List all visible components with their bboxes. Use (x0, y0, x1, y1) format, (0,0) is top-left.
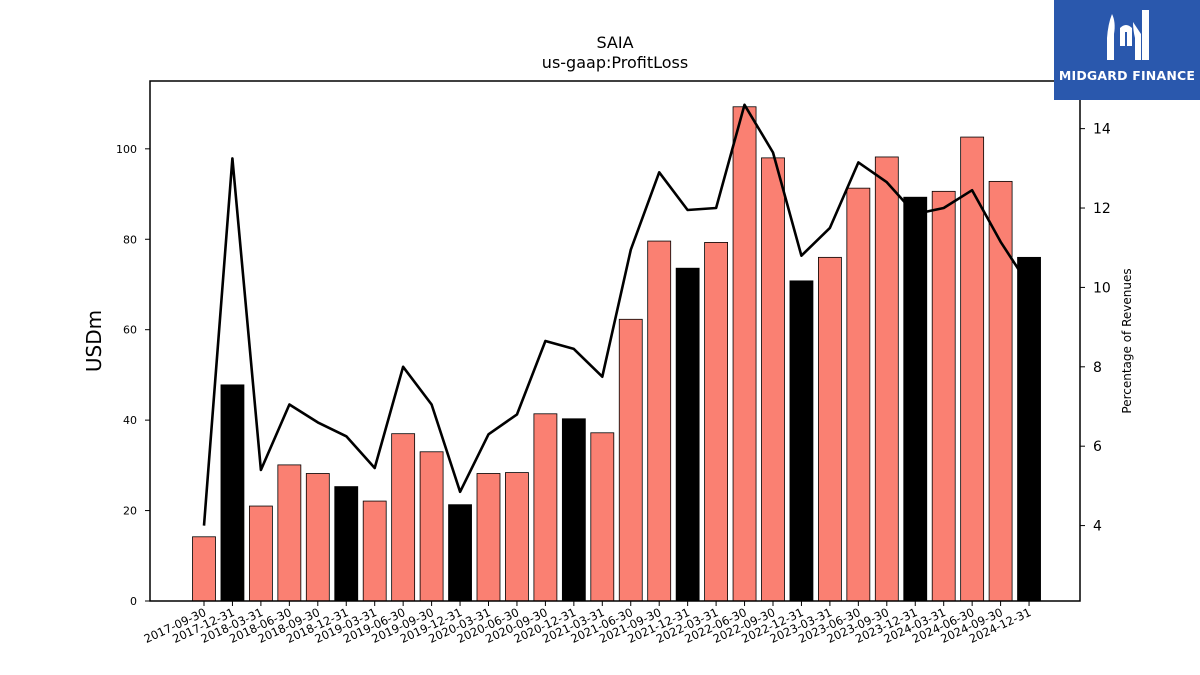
bar-2020-03-31 (476, 473, 501, 602)
plot-frame (149, 80, 1081, 602)
bar-2018-12-31 (334, 486, 359, 602)
bar-2023-03-31 (818, 256, 842, 602)
bar-2023-06-30 (846, 187, 871, 602)
bar-2024-03-31 (931, 190, 956, 602)
bar-2017-09-30 (192, 536, 216, 602)
y-tick-label: 80 (123, 233, 137, 246)
bar-2021-12-31 (675, 267, 700, 602)
bar-2021-06-30 (618, 318, 643, 602)
y-axis-label: USDm (82, 310, 106, 372)
bar-2024-12-31 (1017, 256, 1041, 602)
left-axis: 0 20 40 60 80 100 (116, 143, 150, 608)
bar-2017-12-31 (220, 384, 245, 602)
bar-2020-06-30 (505, 472, 529, 602)
x-axis: 2017-09-302017-12-312018-03-312018-06-30… (142, 601, 1033, 646)
percentage-line (202, 103, 1031, 526)
y-tick-label: 40 (123, 414, 137, 427)
chart-title: SAIA (596, 33, 633, 52)
bar-2020-12-31 (561, 418, 586, 602)
bar-2021-03-31 (590, 432, 615, 602)
line-group (202, 103, 1031, 526)
bar-2021-09-30 (647, 240, 672, 602)
y2-tick-label: 12 (1093, 201, 1111, 217)
bar-2022-09-30 (761, 157, 785, 602)
y-tick-label: 60 (123, 324, 137, 337)
y2-tick-label: 10 (1093, 280, 1111, 296)
y2-tick-label: 4 (1093, 519, 1102, 535)
logo-icon (1107, 10, 1149, 60)
bar-2018-09-30 (305, 473, 330, 602)
bar-2019-09-30 (419, 451, 444, 602)
right-axis: 4 6 8 10 12 14 (1080, 122, 1111, 535)
y2-tick-label: 6 (1093, 439, 1102, 455)
bar-2024-09-30 (988, 180, 1013, 602)
logo-text: MIDGARD FINANCE (1058, 68, 1196, 83)
y2-tick-label: 8 (1093, 360, 1102, 376)
bar-2022-06-30 (732, 106, 757, 602)
bars-group (192, 106, 1041, 602)
bar-2019-12-31 (448, 504, 472, 602)
y-tick-label: 20 (123, 505, 137, 518)
y-tick-label: 0 (130, 595, 137, 608)
bar-2019-03-31 (362, 500, 387, 602)
y2-tick-label: 14 (1093, 122, 1111, 138)
bar-2018-03-31 (248, 505, 273, 602)
y-tick-label: 100 (116, 143, 137, 156)
bar-2020-09-30 (533, 413, 558, 602)
chart-subtitle: us-gaap:ProfitLoss (542, 53, 688, 72)
logo: MIDGARD FINANCE (1054, 0, 1200, 100)
bar-2023-09-30 (874, 156, 899, 602)
bar-2023-12-31 (903, 196, 928, 602)
y2-axis-label: Percentage of Revenues (1120, 268, 1134, 413)
bar-2022-12-31 (789, 280, 814, 602)
bar-2019-06-30 (391, 433, 416, 602)
bar-2018-06-30 (277, 464, 302, 602)
bar-2022-03-31 (704, 242, 728, 602)
